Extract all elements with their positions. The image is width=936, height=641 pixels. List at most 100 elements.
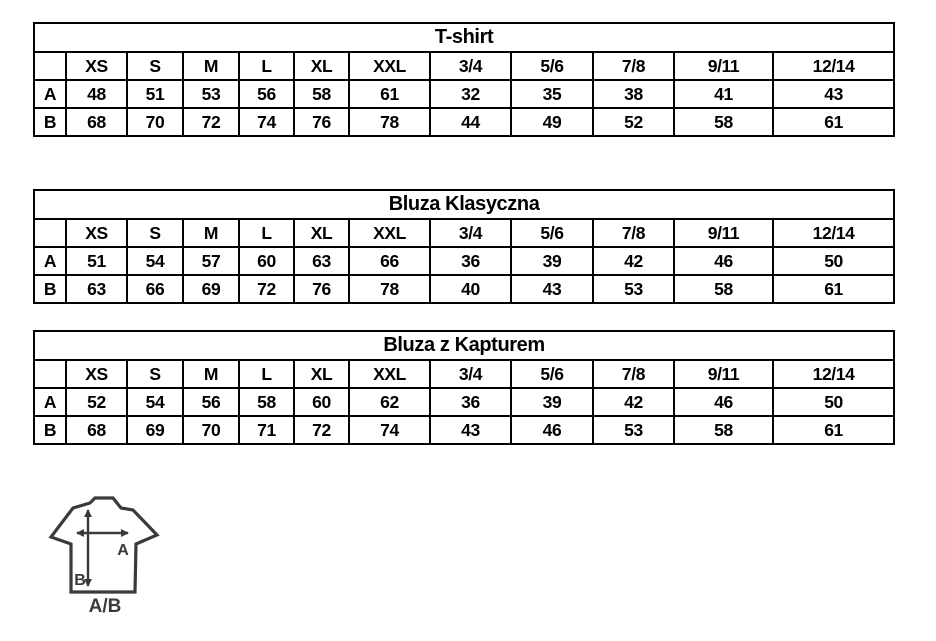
size-value-cell: 61: [771, 274, 896, 304]
size-column-header: 3/4: [429, 359, 512, 389]
size-value-cell: 68: [65, 107, 128, 137]
size-value-cell: 50: [771, 246, 896, 276]
size-column-header: 5/6: [510, 359, 594, 389]
size-value-cell: 56: [238, 79, 295, 109]
size-table-t-shirt: T-shirt XS S M L XL XXL 3/4 5/6 7/8 9/11 12/14 A 48 51…: [32, 22, 896, 137]
size-column-header: M: [182, 218, 240, 248]
size-value-cell: 44: [429, 107, 512, 137]
size-value-cell: 46: [673, 387, 774, 417]
row-label: B: [33, 107, 67, 137]
size-value-cell: 36: [429, 387, 512, 417]
size-value-cell: 60: [238, 246, 295, 276]
size-column-header: S: [126, 51, 184, 81]
size-value-cell: 58: [673, 415, 774, 445]
table-row: A 52 54 56 58 60 62 36 39 42 46 50: [33, 387, 896, 417]
table-title: Bluza Klasyczna: [32, 189, 896, 220]
size-value-cell: 70: [126, 107, 184, 137]
size-column-header: 7/8: [592, 51, 675, 81]
size-value-cell: 61: [771, 107, 896, 137]
size-value-cell: 72: [182, 107, 240, 137]
size-value-cell: 58: [238, 387, 295, 417]
size-value-cell: 38: [592, 79, 675, 109]
diagram-caption: A/B: [89, 596, 122, 617]
size-value-cell: 76: [293, 274, 350, 304]
size-value-cell: 78: [348, 107, 431, 137]
size-value-cell: 43: [510, 274, 594, 304]
tshirt-diagram-icon: A B A/B: [48, 496, 160, 617]
size-value-cell: 43: [429, 415, 512, 445]
table-title: T-shirt: [32, 22, 896, 53]
size-value-cell: 57: [182, 246, 240, 276]
size-value-cell: 51: [126, 79, 184, 109]
size-table-bluza-klasyczna: Bluza Klasyczna XS S M L XL XXL 3/4 5/6 7/8 9/11 12…: [32, 189, 896, 304]
table-row: B 68 69 70 71 72 74 43 46 53 58 61: [33, 415, 896, 445]
size-column-header: 3/4: [429, 218, 512, 248]
size-value-cell: 43: [771, 79, 896, 109]
row-label: A: [33, 387, 67, 417]
size-value-cell: 72: [293, 415, 350, 445]
corner-cell: [33, 359, 67, 389]
size-value-cell: 58: [673, 107, 774, 137]
size-value-cell: 70: [182, 415, 240, 445]
size-column-header: 12/14: [771, 359, 896, 389]
size-table-bluza-z-kapturem: Bluza z Kapturem XS S M L XL XXL 3/4 5/6 7/8 9/11 1…: [32, 330, 896, 445]
size-column-header: XXL: [348, 51, 431, 81]
table-row: B 68 70 72 74 76 78 44 49 52 58 61: [33, 107, 896, 137]
size-column-header: XS: [65, 51, 128, 81]
size-value-cell: 58: [673, 274, 774, 304]
size-column-header: S: [126, 218, 184, 248]
size-value-cell: 54: [126, 387, 184, 417]
size-value-cell: 78: [348, 274, 431, 304]
size-value-cell: 58: [293, 79, 350, 109]
size-value-cell: 50: [771, 387, 896, 417]
table-row: A 48 51 53 56 58 61 32 35 38 41 43: [33, 79, 896, 109]
size-value-cell: 36: [429, 246, 512, 276]
size-value-cell: 48: [65, 79, 128, 109]
row-label: A: [33, 246, 67, 276]
size-value-cell: 49: [510, 107, 594, 137]
size-column-header: 9/11: [673, 218, 774, 248]
size-column-header: 7/8: [592, 359, 675, 389]
size-value-cell: 61: [771, 415, 896, 445]
size-column-header: XS: [65, 218, 128, 248]
size-value-cell: 54: [126, 246, 184, 276]
row-label: B: [33, 415, 67, 445]
size-column-header: 5/6: [510, 218, 594, 248]
size-value-cell: 63: [65, 274, 128, 304]
size-value-cell: 71: [238, 415, 295, 445]
size-value-cell: 69: [126, 415, 184, 445]
size-value-cell: 46: [510, 415, 594, 445]
size-column-header: XL: [293, 218, 350, 248]
size-column-header: M: [182, 51, 240, 81]
width-label: A: [117, 542, 129, 559]
size-column-header: XS: [65, 359, 128, 389]
size-value-cell: 66: [348, 246, 431, 276]
size-value-cell: 63: [293, 246, 350, 276]
size-column-header: 9/11: [673, 359, 774, 389]
corner-cell: [33, 218, 67, 248]
size-value-cell: 39: [510, 387, 594, 417]
size-value-cell: 72: [238, 274, 295, 304]
size-column-header: L: [238, 218, 295, 248]
size-column-header: XXL: [348, 218, 431, 248]
size-value-cell: 42: [592, 387, 675, 417]
size-column-header: M: [182, 359, 240, 389]
size-value-cell: 53: [592, 274, 675, 304]
size-value-cell: 53: [182, 79, 240, 109]
size-value-cell: 69: [182, 274, 240, 304]
size-value-cell: 74: [238, 107, 295, 137]
size-value-cell: 42: [592, 246, 675, 276]
size-value-cell: 61: [348, 79, 431, 109]
measurement-diagram: A B A/B: [38, 492, 170, 622]
size-column-header: XL: [293, 51, 350, 81]
size-value-cell: 53: [592, 415, 675, 445]
size-value-cell: 41: [673, 79, 774, 109]
size-column-header: 7/8: [592, 218, 675, 248]
table-row: B 63 66 69 72 76 78 40 43 53 58 61: [33, 274, 896, 304]
size-value-cell: 32: [429, 79, 512, 109]
size-value-cell: 46: [673, 246, 774, 276]
row-label: A: [33, 79, 67, 109]
row-label: B: [33, 274, 67, 304]
size-column-header: XXL: [348, 359, 431, 389]
table-row: A 51 54 57 60 63 66 36 39 42 46 50: [33, 246, 896, 276]
